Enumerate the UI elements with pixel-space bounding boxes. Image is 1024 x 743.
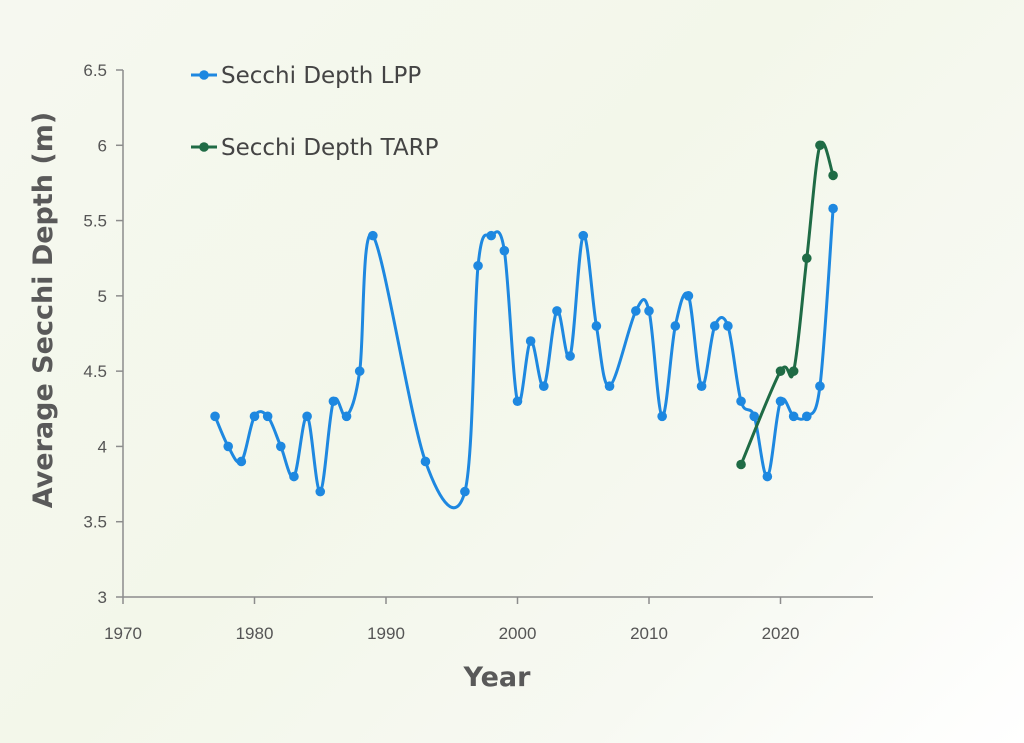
- x-tick-label: 2020: [762, 624, 800, 643]
- legend-label: Secchi Depth LPP: [221, 63, 421, 89]
- data-point: [499, 245, 510, 256]
- series-2: [736, 140, 838, 470]
- data-point: [565, 351, 575, 361]
- y-tick-label: 4: [98, 437, 107, 456]
- data-point: [775, 366, 786, 376]
- legend-label: Secchi Depth TARP: [221, 135, 439, 161]
- data-point: [749, 411, 759, 422]
- data-point: [341, 411, 352, 422]
- data-point: [709, 321, 720, 331]
- data-point: [591, 321, 602, 331]
- data-point: [249, 411, 260, 422]
- y-tick-label: 3: [98, 588, 107, 607]
- x-tick-label: 1990: [367, 624, 405, 643]
- data-point: [604, 381, 615, 392]
- data-point: [815, 140, 825, 151]
- data-point: [762, 471, 773, 482]
- y-tick-label: 5.5: [83, 212, 107, 231]
- data-point: [644, 306, 654, 316]
- data-point: [631, 306, 641, 316]
- data-point: [828, 170, 838, 181]
- data-point: [420, 456, 431, 467]
- data-point: [670, 321, 681, 331]
- data-point: [368, 230, 378, 241]
- data-point: [815, 381, 825, 392]
- x-tick-label: 1980: [236, 624, 274, 643]
- data-point: [578, 230, 589, 241]
- data-point: [525, 336, 536, 346]
- data-point: [788, 411, 799, 422]
- data-point: [236, 456, 247, 467]
- data-point: [828, 203, 838, 214]
- data-point: [289, 471, 299, 482]
- data-point: [657, 411, 667, 422]
- y-axis-title: Average Secchi Depth (m): [28, 112, 59, 508]
- series-layer: [210, 140, 838, 510]
- data-point: [736, 459, 746, 470]
- data-point: [802, 253, 812, 264]
- y-tick-label: 6: [98, 136, 107, 155]
- data-point: [788, 366, 799, 376]
- data-point: [736, 396, 746, 407]
- data-point: [696, 381, 707, 392]
- y-tick-label: 6.5: [83, 61, 107, 80]
- data-point: [262, 411, 273, 422]
- x-axis-title: Year: [463, 662, 532, 693]
- x-tick-label: 2010: [630, 624, 668, 643]
- data-point: [276, 441, 286, 452]
- data-point: [460, 486, 470, 497]
- data-point: [328, 396, 339, 407]
- data-point: [683, 291, 694, 301]
- legend: Secchi Depth LPP Secchi Depth TARP: [191, 63, 439, 161]
- series-1: [210, 203, 838, 510]
- x-tick-label: 2000: [499, 624, 537, 643]
- data-point: [354, 366, 365, 376]
- x-tick-label: 1970: [104, 624, 142, 643]
- data-point: [802, 411, 812, 422]
- legend-marker: [199, 142, 209, 152]
- data-point: [223, 441, 233, 452]
- tick-labels: 3 3.5 4 4.5 5 5.5 6 6.5 1970 1980 1990 2000 2010 2020: [83, 61, 799, 643]
- data-point: [723, 321, 733, 331]
- y-tick-label: 4.5: [83, 362, 107, 381]
- y-tick-label: 3.5: [83, 513, 107, 532]
- legend-marker: [199, 70, 209, 80]
- data-point: [473, 260, 483, 271]
- data-point: [775, 396, 786, 407]
- data-point: [315, 486, 326, 497]
- data-point: [302, 411, 312, 422]
- data-point: [486, 230, 497, 241]
- axes: [116, 69, 873, 604]
- data-point: [552, 306, 562, 316]
- data-point: [210, 411, 220, 422]
- data-point: [539, 381, 549, 392]
- y-tick-label: 5: [98, 287, 107, 306]
- data-point: [512, 396, 523, 407]
